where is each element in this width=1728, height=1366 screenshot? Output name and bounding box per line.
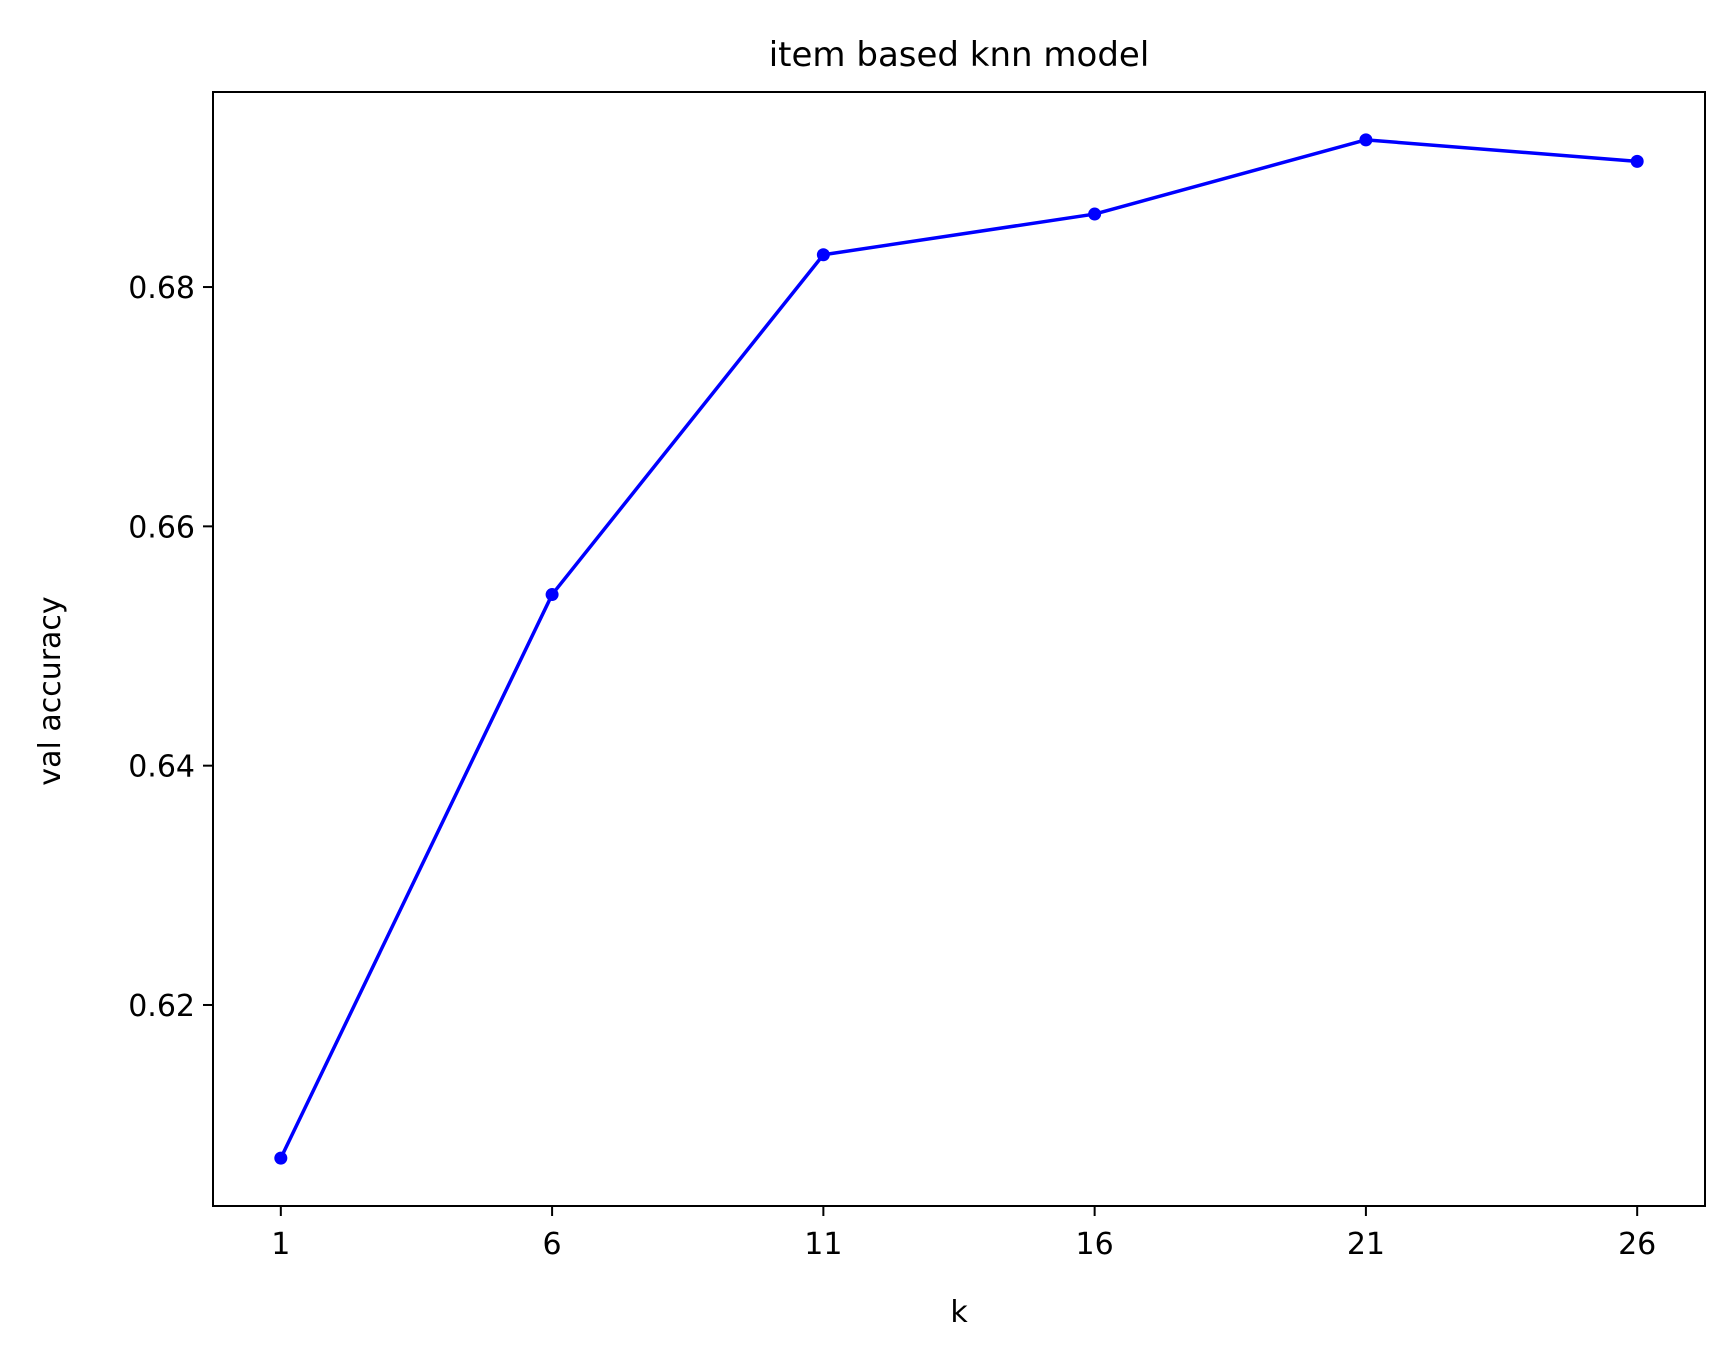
data-point bbox=[1088, 207, 1102, 221]
chart-title: item based knn model bbox=[769, 35, 1150, 75]
plot-area-frame bbox=[212, 91, 1706, 1207]
x-tick-label: 21 bbox=[1347, 1227, 1385, 1262]
data-point bbox=[816, 248, 830, 262]
data-point bbox=[1359, 133, 1373, 147]
x-tick-label: 11 bbox=[804, 1227, 842, 1262]
y-tick-label: 0.62 bbox=[128, 989, 195, 1024]
x-tick-label: 26 bbox=[1618, 1227, 1656, 1262]
y-tick-label: 0.64 bbox=[128, 750, 195, 785]
x-axis-ticks: 1 6 11 16 21 26 bbox=[271, 1206, 1656, 1262]
x-tick-label: 6 bbox=[543, 1227, 562, 1262]
x-tick-label: 16 bbox=[1076, 1227, 1114, 1262]
data-point bbox=[545, 588, 559, 602]
series-line bbox=[279, 138, 1639, 1160]
data-point bbox=[274, 1151, 288, 1165]
y-tick-label: 0.66 bbox=[128, 510, 195, 545]
y-axis-ticks: 0.62 0.64 0.66 0.68 bbox=[128, 271, 213, 1024]
x-axis-label: k bbox=[950, 1295, 968, 1330]
y-tick-label: 0.68 bbox=[128, 271, 195, 306]
x-tick-label: 1 bbox=[271, 1227, 290, 1262]
y-axis-label: val accuracy bbox=[33, 596, 68, 785]
data-point bbox=[1630, 154, 1644, 168]
series-layer bbox=[274, 133, 1644, 1165]
